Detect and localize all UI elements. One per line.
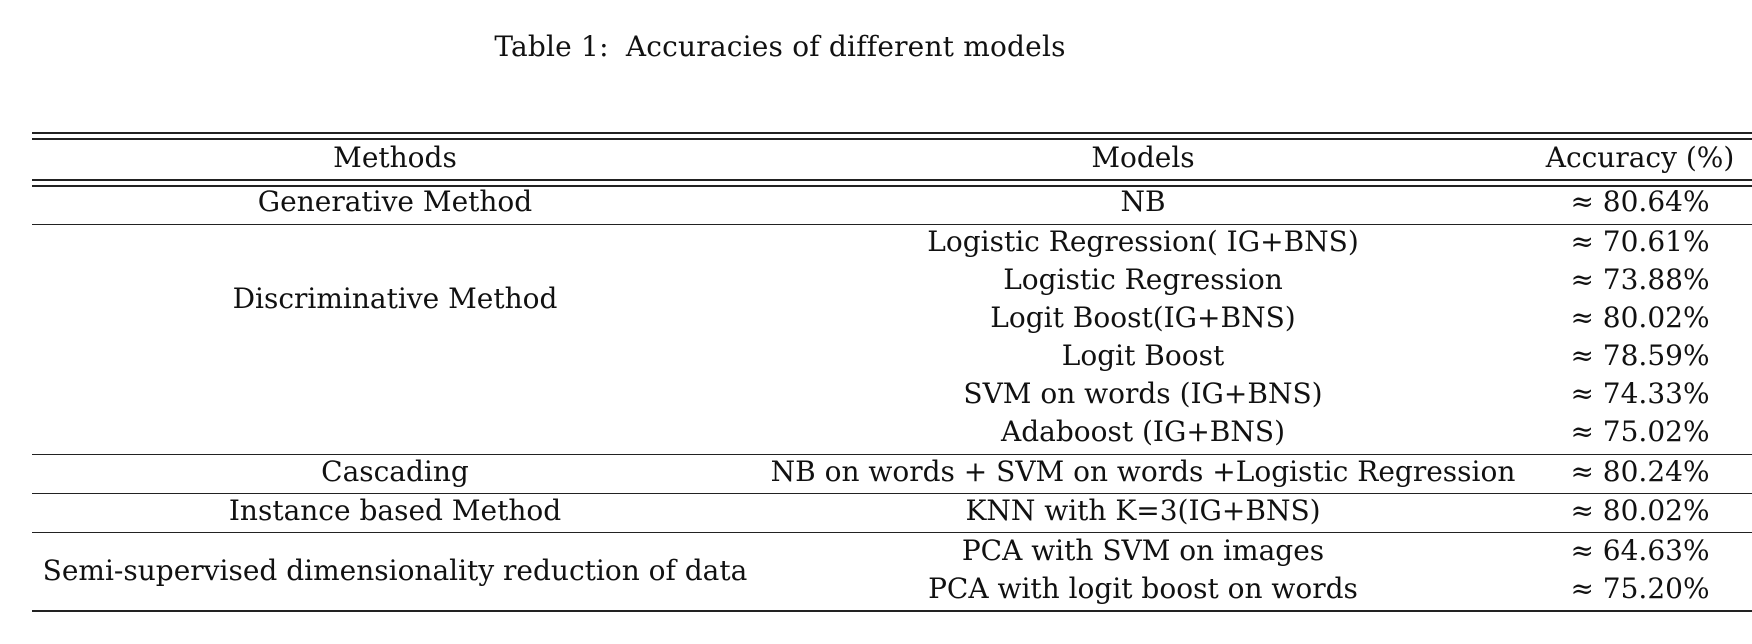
header-models: Models — [1091, 141, 1195, 174]
accuracy-cell: ≈ 80.24% — [1570, 455, 1710, 488]
group-divider — [32, 454, 1752, 455]
method-cell: Cascading — [321, 455, 469, 488]
header-accuracy: Accuracy (%) — [1545, 141, 1735, 174]
model-cell: PCA with logit boost on words — [928, 572, 1358, 605]
header-rule-upper — [32, 179, 1752, 181]
caption-text: Accuracies of different models — [625, 30, 1066, 63]
method-cell: Semi-supervised dimensionality reduction… — [42, 554, 748, 587]
bottom-rule — [32, 610, 1752, 612]
method-cell: Instance based Method — [228, 494, 562, 527]
model-cell: Logit Boost(IG+BNS) — [990, 301, 1296, 334]
group-divider — [32, 493, 1752, 494]
accuracy-cell: ≈ 70.61% — [1570, 225, 1710, 258]
accuracy-cell: ≈ 80.02% — [1570, 494, 1710, 527]
accuracy-cell: ≈ 80.64% — [1570, 185, 1710, 218]
header-rule-lower — [32, 185, 1752, 187]
accuracy-cell: ≈ 78.59% — [1570, 339, 1710, 372]
model-cell: Adaboost (IG+BNS) — [1001, 415, 1285, 448]
model-cell: NB on words + SVM on words +Logistic Reg… — [770, 455, 1516, 488]
model-cell: PCA with SVM on images — [961, 534, 1325, 567]
top-rule-outer — [32, 132, 1752, 134]
caption-label: Table 1: — [494, 30, 609, 63]
table-caption: Table 1: Accuracies of different models — [0, 30, 1560, 63]
accuracy-cell: ≈ 74.33% — [1570, 377, 1710, 410]
model-cell: NB — [1120, 185, 1166, 218]
accuracy-cell: ≈ 75.20% — [1570, 572, 1710, 605]
model-cell: KNN with K=3(IG+BNS) — [965, 494, 1321, 527]
method-cell: Discriminative Method — [232, 282, 558, 315]
method-cell: Generative Method — [257, 185, 533, 218]
accuracy-cell: ≈ 64.63% — [1570, 534, 1710, 567]
group-divider — [32, 224, 1752, 225]
model-cell: Logistic Regression — [1003, 263, 1283, 296]
header-methods: Methods — [333, 141, 457, 174]
model-cell: Logistic Regression( IG+BNS) — [927, 225, 1359, 258]
accuracy-cell: ≈ 75.02% — [1570, 415, 1710, 448]
accuracy-cell: ≈ 73.88% — [1570, 263, 1710, 296]
model-cell: Logit Boost — [1061, 339, 1225, 372]
top-rule-inner — [32, 138, 1752, 140]
model-cell: SVM on words (IG+BNS) — [963, 377, 1323, 410]
accuracy-cell: ≈ 80.02% — [1570, 301, 1710, 334]
group-divider — [32, 532, 1752, 533]
